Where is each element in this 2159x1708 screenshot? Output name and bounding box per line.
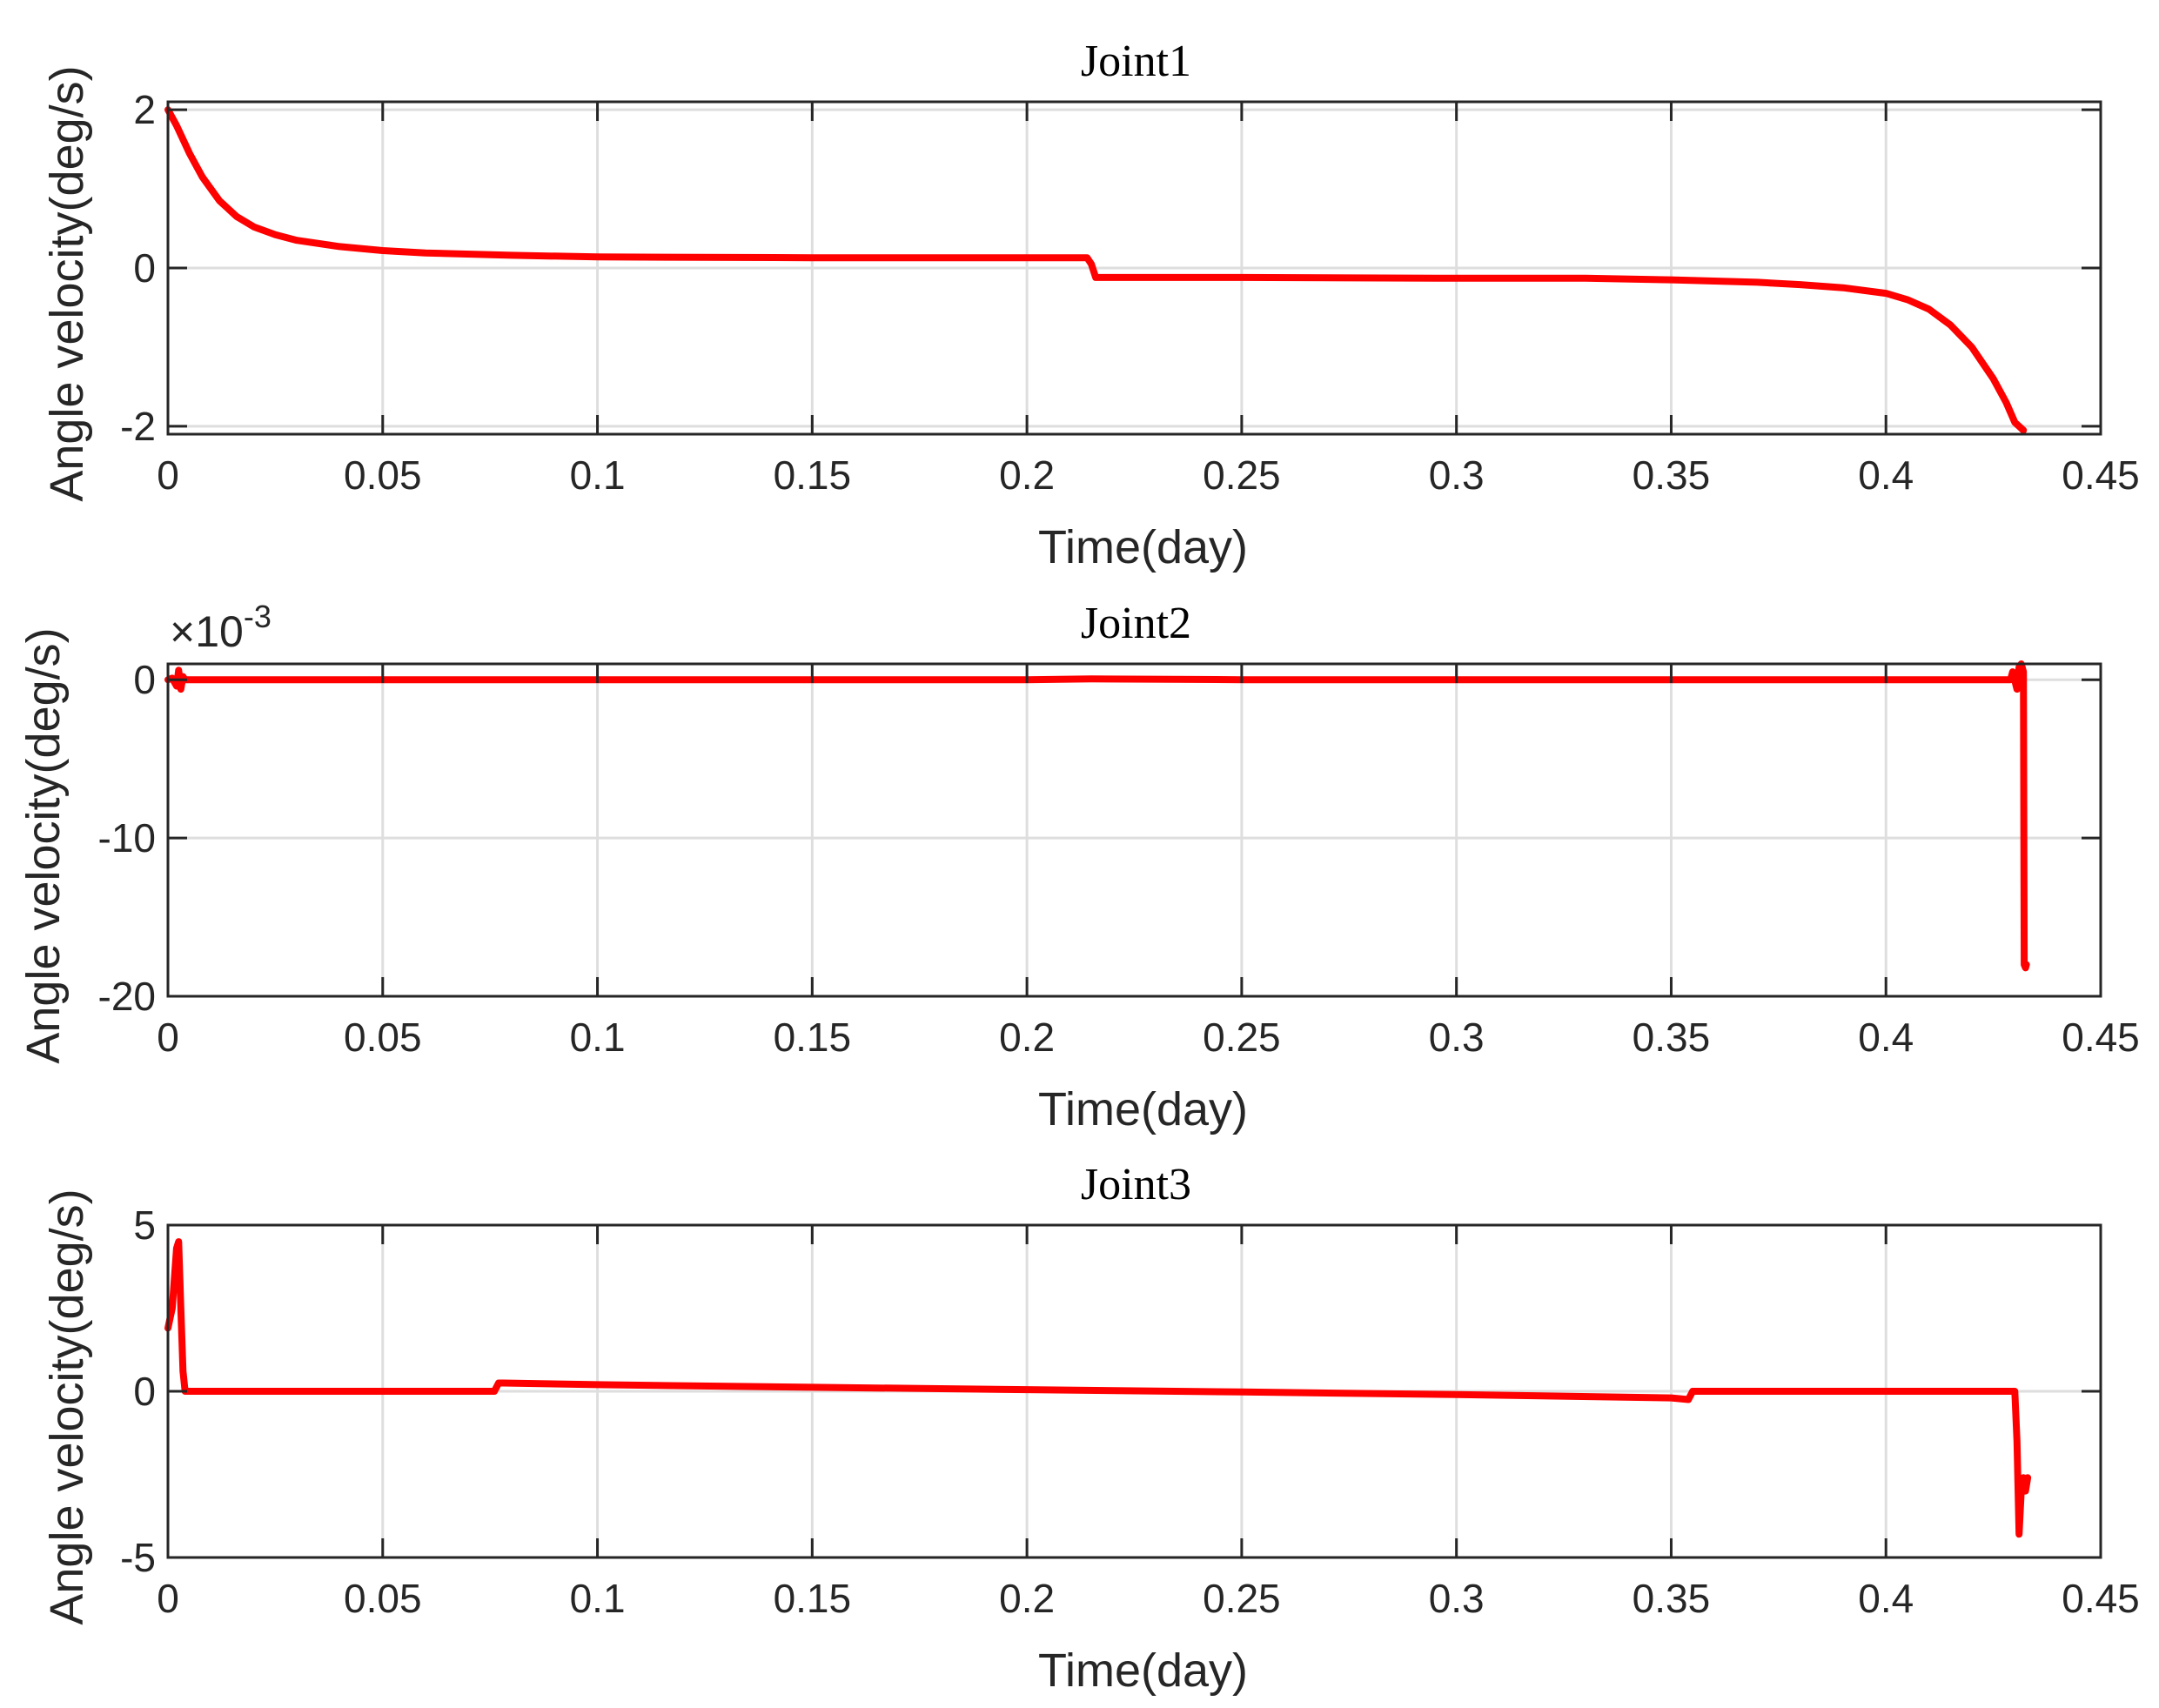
x-tick-label: 0.35 [1633,1015,1711,1060]
x-tick-label: 0.45 [2062,1576,2140,1621]
x-tick-label: 0.2 [999,452,1055,498]
x-tick-label: 0.05 [344,1576,422,1621]
ticks: 0 0.05 0.1 0.15 0.2 0.25 0.3 0.35 0.4 0.45-202 [120,87,2140,498]
y-tick-label: 5 [133,1202,156,1248]
x-tick-label: 0.45 [2062,1015,2140,1060]
y-axis-label: Angle velocity(deg/s) [17,627,70,1063]
chart-title: Joint3 [1081,1160,1191,1209]
x-tick-label: 0.4 [1858,1576,1914,1621]
ticks: 0 0.05 0.1 0.15 0.2 0.25 0.3 0.35 0.4 0.45 -20 -10 0 [98,657,2140,1060]
x-tick-label: 0.05 [344,1015,422,1060]
x-tick-label: 0.4 [1858,1015,1914,1060]
chart-title: Joint1 [1081,37,1191,86]
x-tick-label: 0.2 [999,1015,1055,1060]
x-tick-label: 0.25 [1203,1015,1281,1060]
x-tick-label: 0.3 [1429,1015,1485,1060]
x-tick-label: 0.3 [1429,1576,1485,1621]
chart-title: Joint2 [1081,599,1191,648]
y-tick-label: 0 [133,1369,156,1414]
x-tick-label: 0 [157,452,179,498]
x-tick-label: 0.15 [774,1015,852,1060]
ticks: 0 0.05 0.1 0.15 0.2 0.25 0.3 0.35 0.4 0.45-505 [120,1202,2140,1621]
x-tick-label: 0 [157,1015,179,1060]
x-tick-label: 0.3 [1429,452,1485,498]
y-tick-label: -10 [98,815,156,861]
y-exponent-power: -3 [244,599,272,634]
y-axis-label: Angle velocity(deg/s) [41,65,93,501]
x-tick-label: 0.1 [570,1015,626,1060]
x-tick-label: 0.35 [1633,1576,1711,1621]
x-tick-label: 0.25 [1203,1576,1281,1621]
y-tick-label: -2 [120,404,156,449]
chart-joint1: 0 0.05 0.1 0.15 0.2 0.25 0.3 0.35 0.4 0.45-202 Jo… [41,37,2140,573]
plot-frame [166,662,2102,998]
y-exponent-base: ×10 [170,607,244,656]
x-tick-label: 0.1 [570,1576,626,1621]
y-tick-label: 0 [133,245,156,291]
x-tick-label: 0.45 [2062,452,2140,498]
x-axis-label: Time(day) [1038,521,1248,573]
y-exponent-label: ×10-3 [170,599,272,656]
chart-joint2: 0 0.05 0.1 0.15 0.2 0.25 0.3 0.35 0.4 0.45-20-100… [17,599,2140,1135]
series-line [164,660,2030,972]
y-tick-label: 2 [133,87,156,132]
y-tick-label: -20 [98,974,156,1019]
x-tick-label: 0.05 [344,452,422,498]
series-line [164,106,2028,434]
x-axis-label: Time(day) [1038,1644,1248,1697]
series-line [164,1238,2032,1538]
x-tick-label: 0.25 [1203,452,1281,498]
y-tick-label: 0 [133,657,156,702]
x-tick-label: 0.4 [1858,452,1914,498]
x-tick-label: 0.35 [1633,452,1711,498]
x-tick-label: 0.15 [774,1576,852,1621]
x-tick-label: 0.15 [774,452,852,498]
x-tick-label: 0.2 [999,1576,1055,1621]
y-tick-label: -5 [120,1535,156,1580]
y-axis-label: Angle velocity(deg/s) [41,1189,93,1624]
x-tick-label: 0 [157,1576,179,1621]
x-axis-label: Time(day) [1038,1083,1248,1135]
x-tick-label: 0.1 [570,452,626,498]
chart-joint3: 0 0.05 0.1 0.15 0.2 0.25 0.3 0.35 0.4 0.45-505 Jo… [41,1160,2140,1697]
grid [168,102,2101,434]
